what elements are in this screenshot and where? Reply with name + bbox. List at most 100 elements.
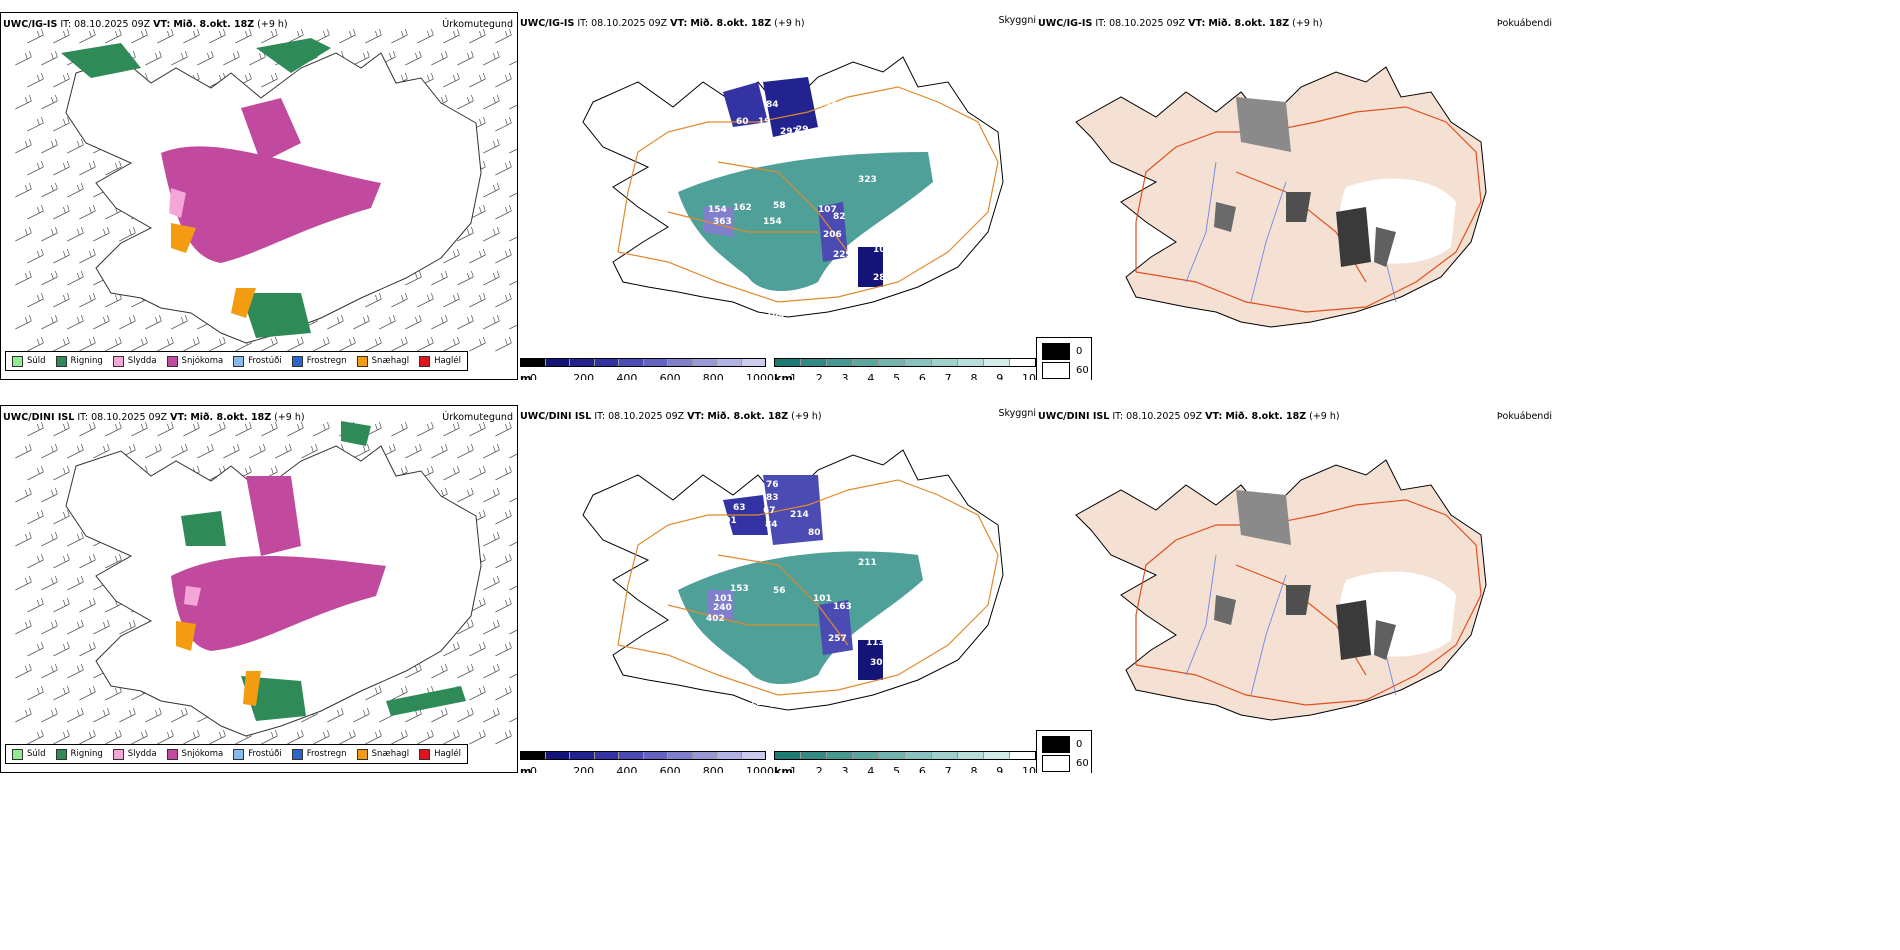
colorbar-cell [983,359,1010,366]
colorbar-tick-label: 1000 [746,765,774,773]
wind-barb [405,663,422,679]
wind-barb [27,292,44,308]
wind-barb [145,443,162,459]
wind-barb [495,116,512,132]
visibility-value-label: 29 [796,125,809,135]
colorbar-tick-label: 8 [970,765,978,773]
wind-barb [67,707,84,723]
wind-barb [53,641,70,657]
visibility-bar-km: km 1 2 3 4 5 6 7 8 9 10 [774,358,1036,380]
wind-barb [15,575,32,591]
colorbar-cell [570,359,595,366]
visibility-value-label: 76 [766,480,779,490]
wind-barb [171,50,188,66]
wind-barb [41,663,58,679]
precip-type-map [15,421,517,745]
colorbar-cell [827,752,854,759]
wind-barb [209,421,226,437]
wind-barb [431,663,448,679]
wind-barb [53,597,70,613]
wind-barb [15,487,32,503]
wind-barb [417,292,434,308]
wind-barb [79,597,96,613]
wind-barb [339,336,356,352]
wind-barb [391,292,408,308]
wind-barb [27,465,44,481]
wind-barb [469,292,486,308]
wind-barb [287,729,304,745]
colorbar-cell [619,359,644,366]
wind-barb [509,453,517,459]
visibility-value-label: 794 [818,100,837,110]
colorbar-cell [521,359,546,366]
panel-header: UWC/IG-IS IT: 08.10.2025 09Z VT: Mið. 8.… [1038,18,1323,29]
wind-barb [509,236,517,242]
wind-barb [41,138,58,154]
precip-legend-item: Rigning [55,355,103,367]
fog-panel-ig: UWC/IG-IS IT: 08.10.2025 09Z VT: Mið. 8.… [1036,12,1552,380]
wind-barb [27,204,44,220]
wind-barb [457,270,474,286]
precip-legend-label: Frostúði [248,356,282,366]
wind-barb [405,270,422,286]
wind-barb [495,72,512,88]
wind-barb [495,685,512,701]
wind-barb [209,729,226,745]
wind-barb [41,575,58,591]
visibility-value-label: 159 [770,700,789,710]
wind-barb [509,541,517,547]
fog-legend-swatch-0 [1042,736,1070,753]
wind-barb [391,336,408,352]
wind-barb [483,226,500,242]
wind-barb [53,28,70,44]
visibility-value-label: 19 [758,117,771,127]
colorbar-tick-label: 10 [1022,372,1036,380]
wind-barb [495,292,512,308]
wind-barb [249,443,266,459]
wind-barb [79,729,96,745]
wind-barb [53,509,70,525]
colorbar-cell [801,752,828,759]
wind-barb [509,60,517,66]
wind-barb [93,314,110,330]
wind-barb [15,663,32,679]
precip-legend: Súld Rigning Slydda Snjókoma Frostúði Frostre… [5,744,469,764]
wind-barb [483,707,500,723]
precip-legend-swatch [166,748,178,760]
precip-legend-label: Frostregn [306,356,347,366]
colorbar-cell [1009,752,1035,759]
visibility-value-label: 319 [638,95,657,105]
colorbar-cell [521,752,546,759]
colorbar-tick-label: 6 [918,765,926,773]
wind-barb [287,421,304,437]
colorbar-tick-label: 4 [867,372,875,380]
wind-barb [365,28,382,44]
wind-barb [509,104,517,110]
wind-barb [53,465,70,481]
visibility-value-label: 376 [818,480,837,490]
wind-barb [275,443,292,459]
panel-header: UWC/DINI ISL IT: 08.10.2025 09Z VT: Mið.… [1038,411,1340,422]
wind-barb [41,619,58,635]
colorbar-tick-label: 0 [530,765,537,773]
precip-legend-label: Frostúði [248,749,282,759]
visibility-value-label: 83 [766,493,779,503]
wind-barb [365,685,382,701]
colorbar-unit: km [774,765,793,773]
wind-barb [27,509,44,525]
precip-legend-swatch [356,355,368,367]
fog-legend: 0 60 [1036,730,1092,773]
wind-barb [353,314,370,330]
wind-barb [53,248,70,264]
colorbar-tick-label: 1 [790,372,797,380]
visibility-value-label: 154 [763,217,782,227]
wind-barb [53,421,70,437]
colorbar-cell [741,752,765,759]
colorbar-tick-label: 3 [841,765,849,773]
wind-barb [79,292,96,308]
wind-barb [457,226,474,242]
wind-barb [391,729,408,745]
colorbar-tick-label: 200 [573,765,595,773]
wind-barb [235,28,252,44]
